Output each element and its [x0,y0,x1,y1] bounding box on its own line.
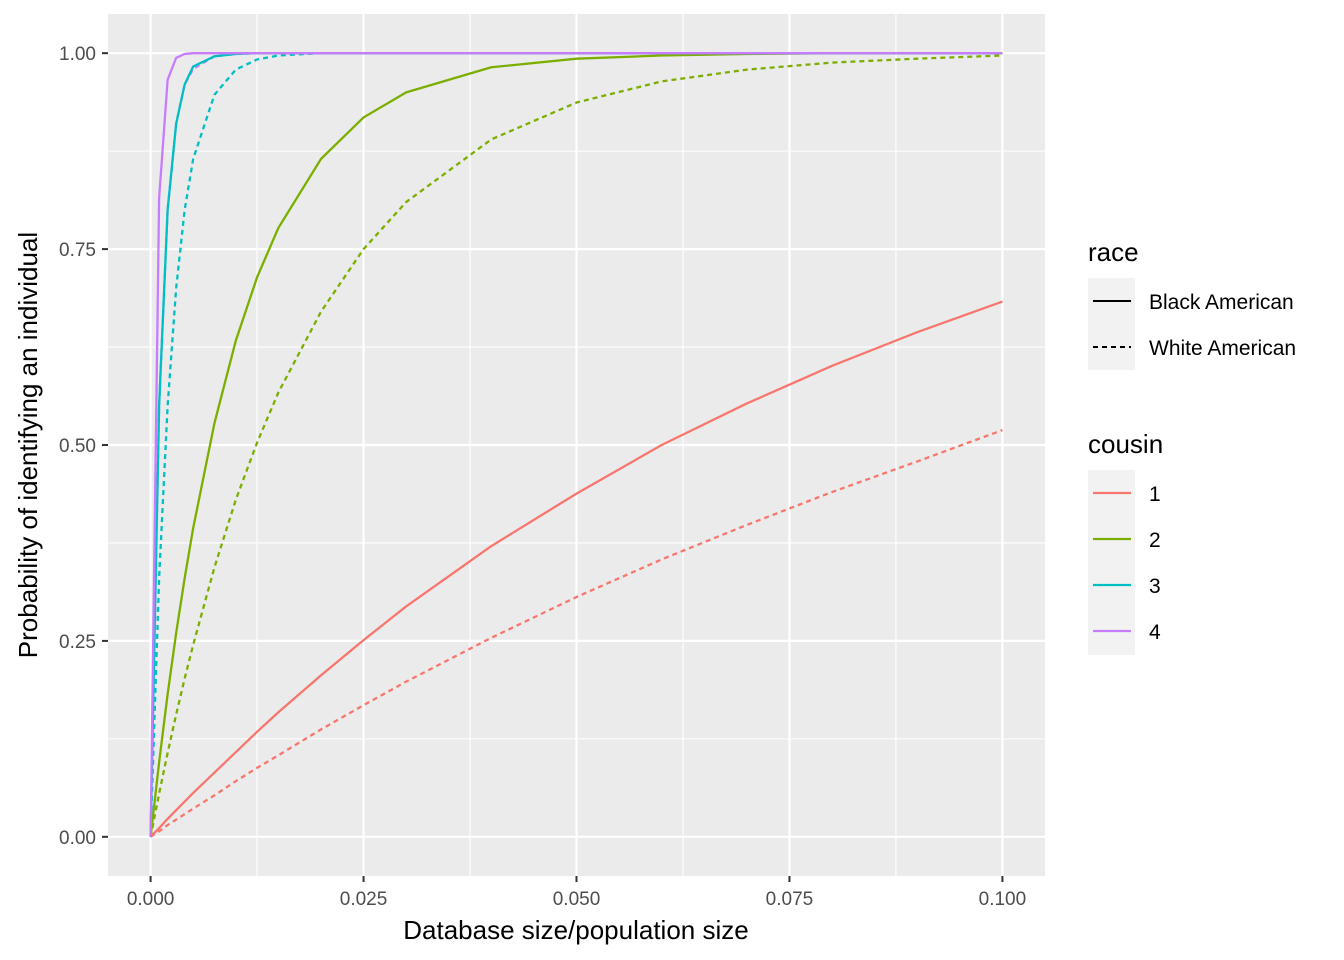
legend-label-white-american: White American [1149,337,1296,360]
y-tick-label: 1.00 [59,44,96,65]
y-axis-title: Probability of identifying an individual [13,232,43,658]
x-axis-title: Database size/population size [403,915,748,945]
legend-race: race Black American White American [1088,237,1296,370]
x-tick-label: 0.025 [340,889,388,910]
series-line-cousin-1-black-american [149,300,1003,838]
legend-label-cousin-1: 1 [1149,483,1161,506]
x-tick-label: 0.100 [979,889,1027,910]
series-line-cousin-1-white-american [149,429,1003,838]
legend-race-key-background [1088,278,1135,370]
x-tick-label: 0.050 [553,889,601,910]
y-tick-label: 0.00 [59,828,96,849]
legend-cousin-title: cousin [1088,429,1163,459]
y-tick-label: 0.25 [59,632,96,653]
y-tick-label: 0.75 [59,240,96,261]
legend-label-cousin-2: 2 [1149,529,1161,552]
legend-label-black-american: Black American [1149,291,1294,314]
legend-cousin-key-background [1088,470,1135,655]
legend-race-title: race [1088,237,1139,267]
x-tick-label: 0.075 [766,889,814,910]
legend-label-cousin-4: 4 [1149,621,1161,644]
x-axis: 0.000 0.025 0.050 0.075 0.100 [127,876,1026,910]
y-tick-label: 0.50 [59,436,96,457]
x-tick-label: 0.000 [127,889,175,910]
legend-label-cousin-3: 3 [1149,575,1161,598]
series-lines [149,52,1003,838]
series-line-cousin-4-black-american [149,52,1003,837]
y-axis: 0.00 0.25 0.50 0.75 1.00 [59,44,108,849]
series-line-cousin-2-white-american [149,54,1003,838]
legend-cousin: cousin 1 2 3 4 [1088,429,1163,655]
